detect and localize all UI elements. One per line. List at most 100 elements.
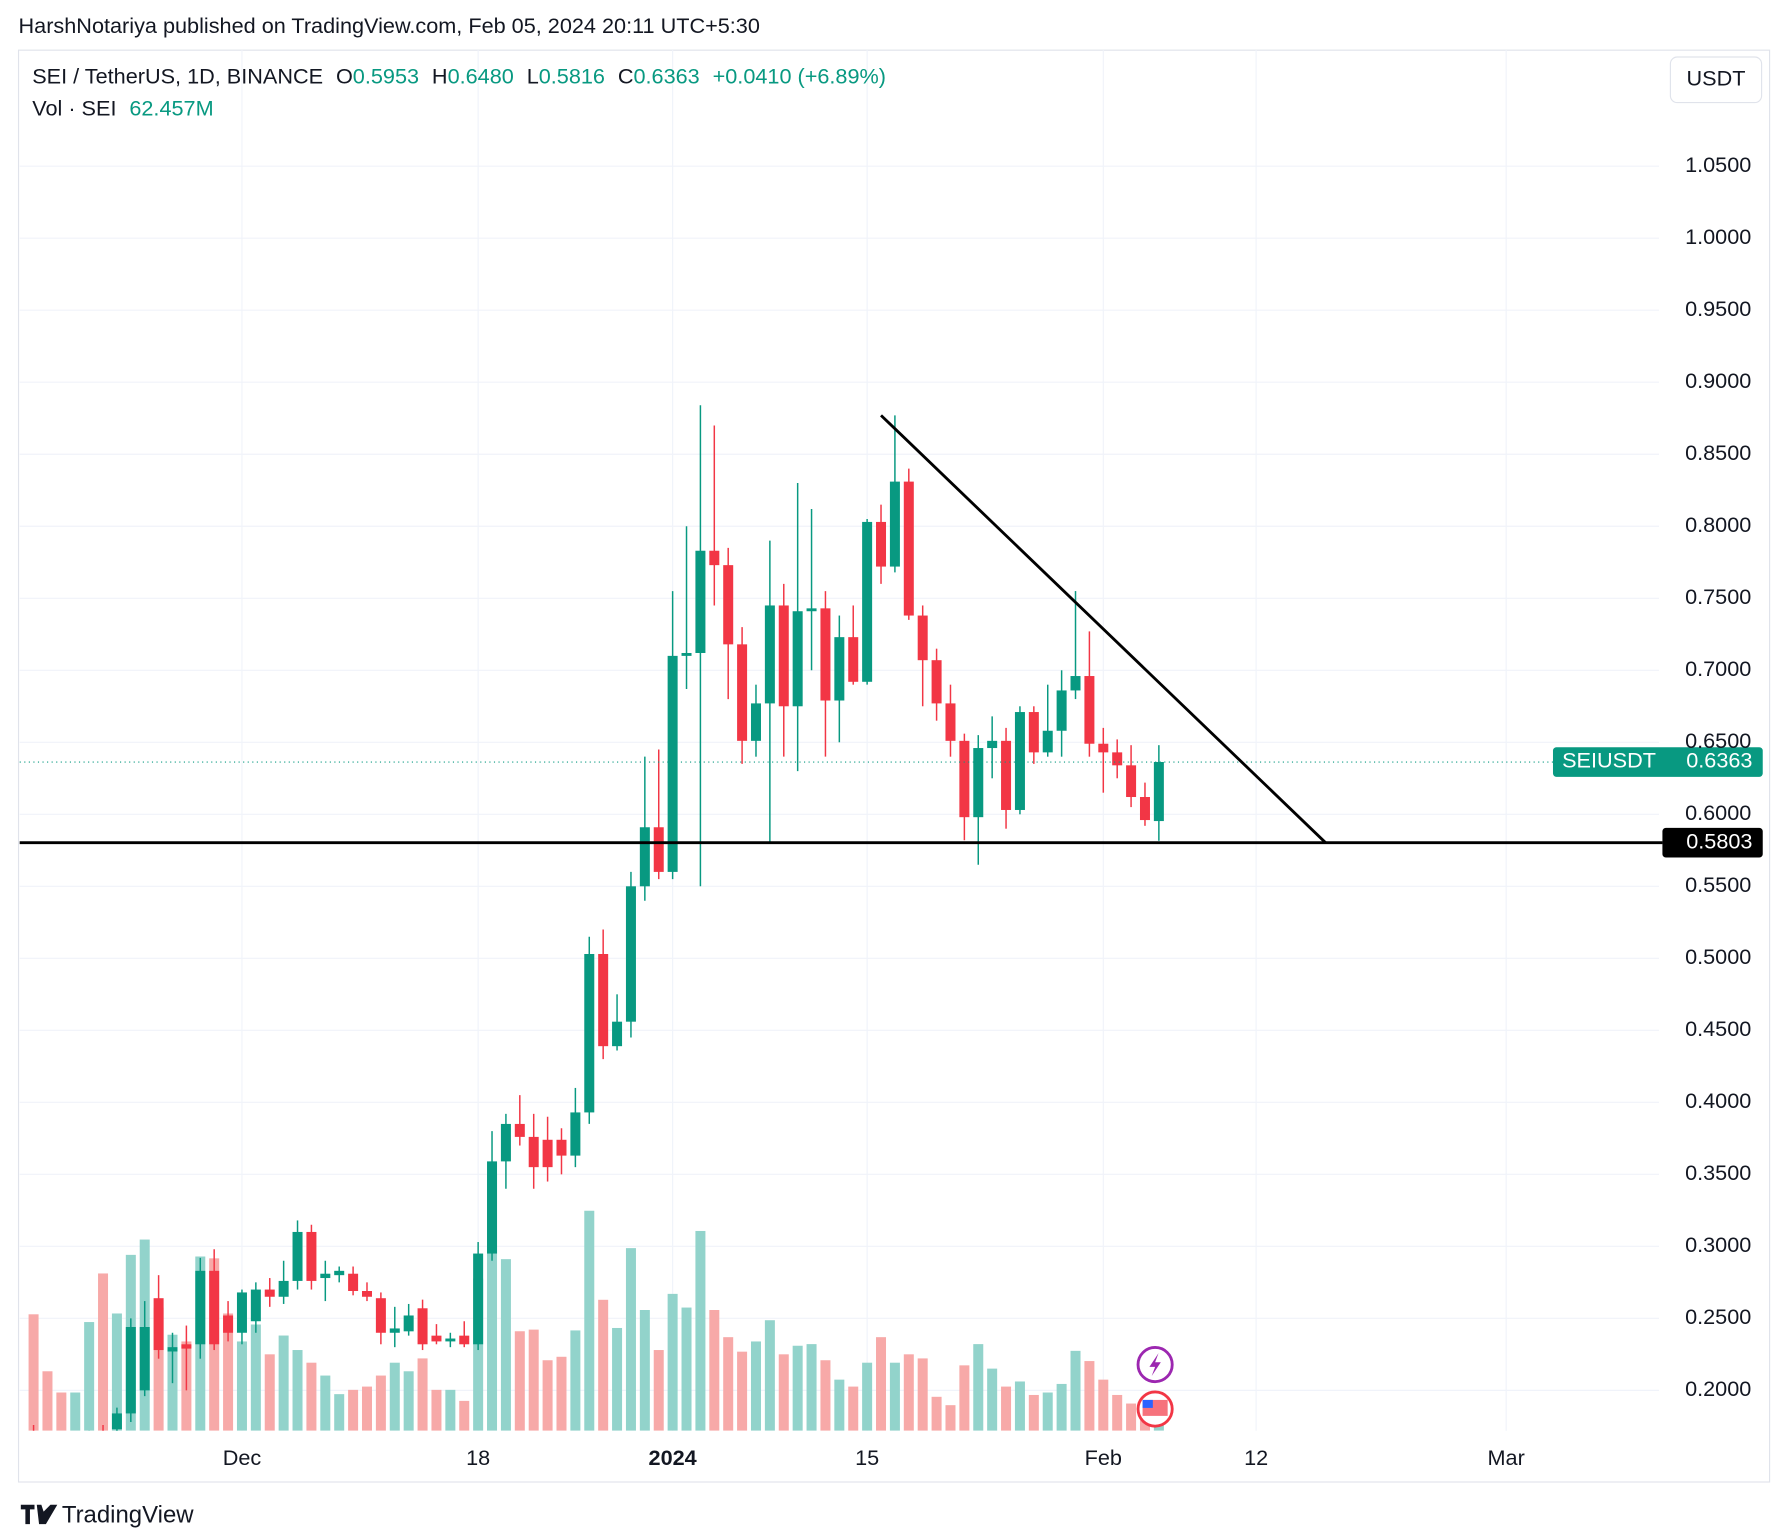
y-tick-label: 0.4500 <box>1685 1016 1751 1041</box>
volume-bar <box>973 1344 984 1431</box>
candle-body <box>973 748 984 818</box>
x-tick-label: 2024 <box>649 1445 697 1470</box>
volume-bar <box>612 1327 623 1431</box>
volume-bar <box>250 1324 261 1431</box>
volume-bar <box>153 1307 164 1431</box>
volume-bar <box>98 1273 109 1431</box>
candle-body <box>375 1298 386 1333</box>
candle-body <box>1084 676 1095 744</box>
candle-body <box>931 660 942 704</box>
volume-bar <box>709 1310 720 1431</box>
candle-body <box>473 1253 484 1345</box>
volume-bar <box>1028 1394 1039 1431</box>
y-tick-label: 0.5000 <box>1685 944 1751 969</box>
candle-body <box>125 1327 136 1414</box>
candle-body <box>28 1430 39 1431</box>
candle-body <box>987 740 998 749</box>
legend-label: L <box>527 63 539 88</box>
volume-bar <box>959 1365 970 1431</box>
x-tick-label: 15 <box>855 1445 879 1470</box>
candle-body <box>181 1344 192 1349</box>
header: HarshNotariya published on TradingView.c… <box>19 13 760 38</box>
candle-body <box>334 1270 345 1276</box>
volume-bar <box>70 1392 81 1431</box>
candle-body <box>806 608 817 612</box>
candle-body <box>792 611 803 707</box>
candle-body <box>250 1289 261 1322</box>
volume-bar <box>1056 1383 1067 1431</box>
last-price-value: 0.6363 <box>1686 748 1752 773</box>
y-tick-label: 0.2500 <box>1685 1304 1751 1329</box>
volume-bar <box>84 1322 95 1431</box>
volume-bar <box>695 1230 706 1431</box>
volume-bar <box>723 1337 734 1431</box>
candle-body <box>709 550 720 566</box>
candle-body <box>528 1136 539 1168</box>
candle-body <box>278 1280 289 1297</box>
candle-body <box>167 1347 178 1352</box>
candle-body <box>695 550 706 653</box>
candle-body <box>236 1292 247 1333</box>
candle-body <box>848 637 859 682</box>
y-tick-label: 1.0500 <box>1685 152 1751 177</box>
candle-body <box>959 740 970 818</box>
volume-bar <box>1126 1403 1137 1431</box>
volume-bar <box>361 1386 372 1431</box>
candle-body <box>639 827 650 887</box>
currency[interactable]: USDT <box>1687 66 1746 91</box>
volume-bar <box>1001 1386 1012 1431</box>
volume-bar <box>542 1360 553 1431</box>
axes: 0.2000 0.2500 0.3000 0.3500 0.4000 0.4500 0.50… <box>223 152 1752 1470</box>
icon <box>1142 1399 1153 1408</box>
volume-bar <box>556 1356 567 1431</box>
volume-bar <box>223 1313 234 1431</box>
volume-bar <box>487 1174 498 1431</box>
candle-body <box>723 565 734 645</box>
volume-bar <box>389 1362 400 1431</box>
candle-body <box>903 481 914 616</box>
candle-body <box>500 1123 511 1162</box>
legend-label: O <box>336 63 353 88</box>
volume-bar <box>459 1400 470 1431</box>
candle-body <box>653 827 664 872</box>
volume-bar <box>473 1278 484 1431</box>
candle-body <box>98 1434 108 1438</box>
candle-body <box>70 1441 80 1448</box>
candle-body <box>1153 762 1164 822</box>
candle-body <box>348 1273 359 1292</box>
candle-body <box>1014 712 1025 810</box>
candle-body <box>1070 676 1081 691</box>
x-tick-label: Dec <box>223 1445 262 1470</box>
y-tick-label: 0.2000 <box>1685 1376 1751 1401</box>
currency-button[interactable] <box>1669 56 1763 104</box>
candle-body <box>1139 797 1150 821</box>
support-label: 0.5803 <box>1686 828 1752 853</box>
volume-bar <box>264 1354 275 1431</box>
y-tick-label: 0.4000 <box>1685 1088 1751 1113</box>
volume-bar <box>375 1375 386 1431</box>
candle-body <box>1112 752 1123 766</box>
y-tick-label: 0.8500 <box>1685 440 1751 465</box>
candle-body <box>56 1441 66 1448</box>
last-price-tag <box>1552 747 1763 777</box>
legend-symbol: SEI / TetherUS, 1D, BINANCE <box>32 63 323 88</box>
volume-bar <box>403 1371 414 1431</box>
candle-body <box>403 1315 414 1332</box>
candle-body <box>306 1231 317 1281</box>
y-tick-label: 0.7500 <box>1685 584 1751 609</box>
volume-bar <box>320 1375 331 1431</box>
y-tick-label: 0.9000 <box>1685 368 1751 393</box>
candle-body <box>445 1338 456 1342</box>
footer: TradingView <box>20 1502 194 1529</box>
volume-bar <box>625 1248 636 1431</box>
candle-body <box>876 521 887 567</box>
event-icons <box>1136 1346 1174 1428</box>
candle-body <box>1126 765 1137 798</box>
x-tick-label: 12 <box>1244 1445 1268 1470</box>
volume-bar <box>889 1362 900 1431</box>
candle-body <box>153 1298 164 1351</box>
legend-value: 0.5953 <box>353 63 419 88</box>
y-tick-label: 0.6500 <box>1685 728 1751 753</box>
